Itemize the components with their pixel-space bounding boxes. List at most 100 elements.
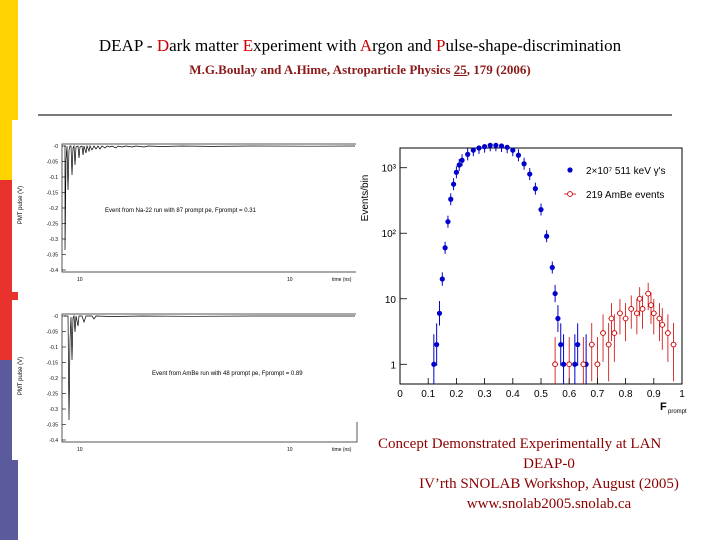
y-tick-label: -0.3	[49, 407, 58, 413]
data-point	[431, 361, 437, 367]
data-point	[645, 290, 652, 297]
data-point	[465, 151, 471, 157]
data-point	[439, 276, 445, 282]
fprompt-histogram: 0 0.1 0.2 0.3 0.4 0.5 0.6 0.7 0.8 0.9 1 1 10 10² 10³ Ev…	[360, 142, 687, 415]
citation-pages: , 179 (2006)	[466, 62, 531, 77]
data-point	[476, 145, 482, 151]
data-point	[580, 361, 587, 368]
data-point	[515, 152, 522, 158]
data-point	[656, 315, 663, 322]
x-tick-label: 0.7	[590, 389, 604, 400]
data-point	[600, 330, 606, 336]
data-point	[549, 264, 555, 271]
x-tick-label: 0.4	[506, 389, 520, 400]
slide-title: DEAP - Dark matter Experiment with Argon…	[0, 36, 720, 56]
pulse-plot-bottom: PMT pulse (V) -0 -0.05 -0.1 -0.15 -0.2 -0.25 -…	[18, 313, 358, 453]
footer-notes: Concept Demonstrated Experimentally at L…	[378, 434, 720, 514]
data-point	[552, 290, 558, 297]
y-tick-label: 10	[385, 295, 397, 306]
x-tick-label: 0.3	[478, 389, 492, 400]
citation-authors: M.G.Boulay and A.Hime, Astroparticle Phy…	[189, 62, 454, 77]
data-point	[498, 143, 505, 149]
y-tick-label: -0.2	[49, 206, 58, 212]
fprompt-histogram-panel: 0 0.1 0.2 0.3 0.4 0.5 0.6 0.7 0.8 0.9 1 1 10 10² 10³ Ev…	[356, 140, 688, 422]
slide-citation: M.G.Boulay and A.Hime, Astroparticle Phy…	[0, 62, 720, 78]
y-axis-label: Events/bin	[360, 175, 371, 222]
x-tick-label: 1	[679, 389, 685, 400]
y-tick-label: 1	[390, 360, 396, 371]
title-fragment: rgon and	[372, 36, 437, 55]
y-axis-label: PMT pulse (V)	[18, 186, 24, 224]
title-fragment: ark matter	[169, 36, 243, 55]
data-point	[650, 310, 657, 317]
y-axis-label: PMT pulse (V)	[18, 357, 24, 395]
data-point	[510, 147, 516, 153]
data-point	[639, 306, 646, 312]
data-point	[459, 157, 465, 163]
x-tick-label: 0	[397, 389, 403, 400]
data-point	[504, 144, 510, 150]
x-tick-label: 0.1	[421, 389, 435, 400]
data-point	[628, 306, 635, 312]
data-point	[611, 330, 618, 336]
data-point	[552, 361, 558, 368]
legend-marker	[567, 167, 573, 173]
data-point	[487, 142, 493, 148]
data-point	[450, 181, 457, 187]
x-tick-label: 10	[77, 447, 83, 453]
data-point	[521, 161, 527, 167]
data-point	[532, 186, 538, 192]
event-annotation: Event from AmBe run with 48 prompt pe, F…	[152, 371, 303, 377]
x-tick-label: 10	[287, 447, 293, 453]
plot-frame	[61, 143, 358, 273]
y-tick-label: -0.3	[49, 237, 58, 243]
title-divider	[38, 114, 672, 116]
data-point	[575, 341, 581, 348]
data-point	[634, 310, 640, 317]
x-tick-label: 10	[287, 277, 293, 283]
plot-frame	[61, 313, 358, 443]
title-fragment: A	[359, 36, 373, 55]
data-point	[670, 341, 677, 348]
data-point	[608, 315, 615, 322]
x-axis-label-subscript: prompt	[668, 409, 687, 415]
data-point	[648, 302, 654, 308]
y-tick-label: -0.1	[49, 175, 58, 181]
y-tick-label: -0.4	[49, 438, 58, 444]
data-point	[470, 147, 476, 153]
event-annotation: Event from Na-22 run with 87 prompt pe, …	[105, 208, 257, 214]
x-axis-label: time (ns)	[332, 277, 352, 283]
data-point	[448, 196, 454, 202]
data-point	[544, 233, 550, 239]
legend-marker	[567, 191, 573, 197]
data-point	[555, 315, 561, 322]
data-point	[594, 361, 601, 368]
data-point	[434, 341, 440, 348]
plot-frame	[399, 147, 683, 385]
x-tick-label: 0.9	[647, 389, 661, 400]
x-tick-label: 0.8	[619, 389, 633, 400]
y-tick-label: -0.25	[47, 392, 59, 398]
y-tick-label: 10²	[382, 229, 397, 240]
footer-line-1: Concept Demonstrated Experimentally at L…	[378, 436, 662, 452]
y-tick-label: -0.35	[47, 423, 59, 429]
x-axis-label: F	[660, 401, 667, 413]
y-tick-label: -0	[54, 314, 59, 320]
footer-line-2: DEAP-0	[523, 456, 575, 472]
x-axis-label: time (ns)	[332, 447, 352, 453]
x-tick-label: 10	[77, 277, 83, 283]
data-point	[566, 361, 573, 368]
footer-line-4: www.snolab2005.snolab.ca	[466, 496, 632, 512]
legend-label: 219 AmBe events	[586, 190, 664, 201]
data-point	[622, 315, 629, 322]
data-point	[493, 142, 499, 148]
x-tick-label: 0.6	[562, 389, 576, 400]
pulse-trace	[64, 144, 356, 251]
data-point	[617, 310, 623, 317]
data-point	[572, 361, 578, 367]
title-fragment: xperiment with	[253, 36, 360, 55]
title-fragment: P	[436, 36, 446, 55]
y-tick-label: 10³	[382, 164, 397, 175]
pulse-trace	[64, 314, 355, 421]
data-point	[588, 341, 595, 348]
